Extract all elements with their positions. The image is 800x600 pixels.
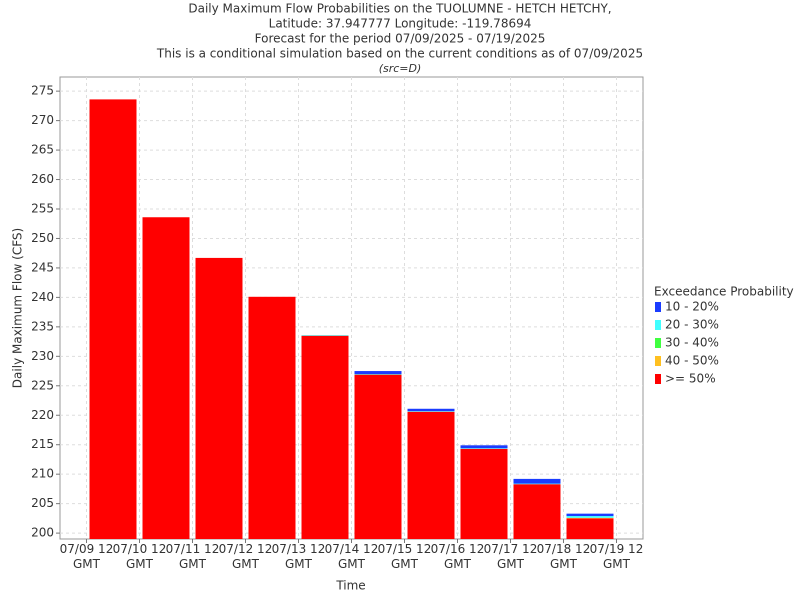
bar-segment <box>566 517 614 519</box>
x-tick-label: 07/09 12 GMT <box>59 542 114 571</box>
bar-segment <box>301 335 349 539</box>
y-tick-label: 240 <box>31 290 54 304</box>
bar-segment <box>513 483 561 485</box>
y-tick-label: 220 <box>31 408 54 422</box>
legend-label: 10 - 20% <box>665 300 719 314</box>
x-tick-label: 07/19 12 GMT <box>589 542 644 571</box>
x-tick-label: 07/17 12 GMT <box>483 542 538 571</box>
legend-label: 20 - 30% <box>665 318 719 332</box>
bar-segment <box>407 411 455 412</box>
legend-swatch <box>655 374 661 384</box>
bar-segment <box>354 374 402 539</box>
bar-segment <box>566 513 614 517</box>
legend-label: 40 - 50% <box>665 354 719 368</box>
legend-swatch <box>655 356 661 366</box>
y-tick-label: 250 <box>31 231 54 245</box>
title: Forecast for the period 07/09/2025 - 07/… <box>255 32 546 46</box>
bar-segment <box>566 518 614 539</box>
bar-segment <box>407 411 455 539</box>
y-tick-label: 235 <box>31 319 54 333</box>
bar-segment <box>566 516 614 518</box>
y-tick-label: 270 <box>31 113 54 127</box>
y-tick-label: 255 <box>31 202 54 216</box>
bar-segment <box>460 445 508 449</box>
y-tick-label: 225 <box>31 378 54 392</box>
y-tick-label: 205 <box>31 496 54 510</box>
bar-segment <box>513 478 561 484</box>
x-tick-label: 07/15 12 GMT <box>377 542 432 571</box>
x-tick-label: 07/14 12 GMT <box>324 542 379 571</box>
title: This is a conditional simulation based o… <box>156 47 643 61</box>
x-tick-label: 07/12 12 GMT <box>218 542 273 571</box>
title: Latitude: 37.947777 Longitude: -119.7869… <box>269 17 532 31</box>
legend-swatch <box>655 320 661 330</box>
bar-segment <box>301 335 349 336</box>
x-tick-label: 07/13 12 GMT <box>271 542 326 571</box>
bar-segment <box>513 484 561 539</box>
x-tick-label: 07/11 12 GMT <box>165 542 220 571</box>
legend-swatch <box>655 302 661 312</box>
bar-segment <box>407 408 455 412</box>
legend-label: 30 - 40% <box>665 336 719 350</box>
y-tick-label: 215 <box>31 437 54 451</box>
title: (src=D) <box>379 62 422 75</box>
y-axis-label: Daily Maximum Flow (CFS) <box>11 228 25 388</box>
bar-segment <box>354 374 402 375</box>
title: Daily Maximum Flow Probabilities on the … <box>188 2 611 16</box>
x-axis-label: Time <box>335 579 365 593</box>
bar-segment <box>142 217 190 539</box>
bar-segment <box>248 296 296 539</box>
y-tick-label: 200 <box>31 526 54 540</box>
bar-segment <box>195 257 243 539</box>
y-tick-label: 260 <box>31 172 54 186</box>
bar-segment <box>460 448 508 539</box>
y-tick-label: 275 <box>31 84 54 98</box>
legend-label: >= 50% <box>665 372 716 386</box>
y-tick-label: 210 <box>31 467 54 481</box>
bar-segment <box>460 448 508 449</box>
bar-segment <box>354 371 402 374</box>
x-tick-label: 07/16 12 GMT <box>430 542 485 571</box>
y-tick-label: 265 <box>31 143 54 157</box>
x-tick-label: 07/10 12 GMT <box>112 542 167 571</box>
y-tick-label: 245 <box>31 260 54 274</box>
x-tick-label: 07/18 12 GMT <box>536 542 591 571</box>
y-tick-label: 230 <box>31 349 54 363</box>
legend-swatch <box>655 338 661 348</box>
legend-title: Exceedance Probability <box>654 285 794 299</box>
bar-segment <box>89 99 137 540</box>
